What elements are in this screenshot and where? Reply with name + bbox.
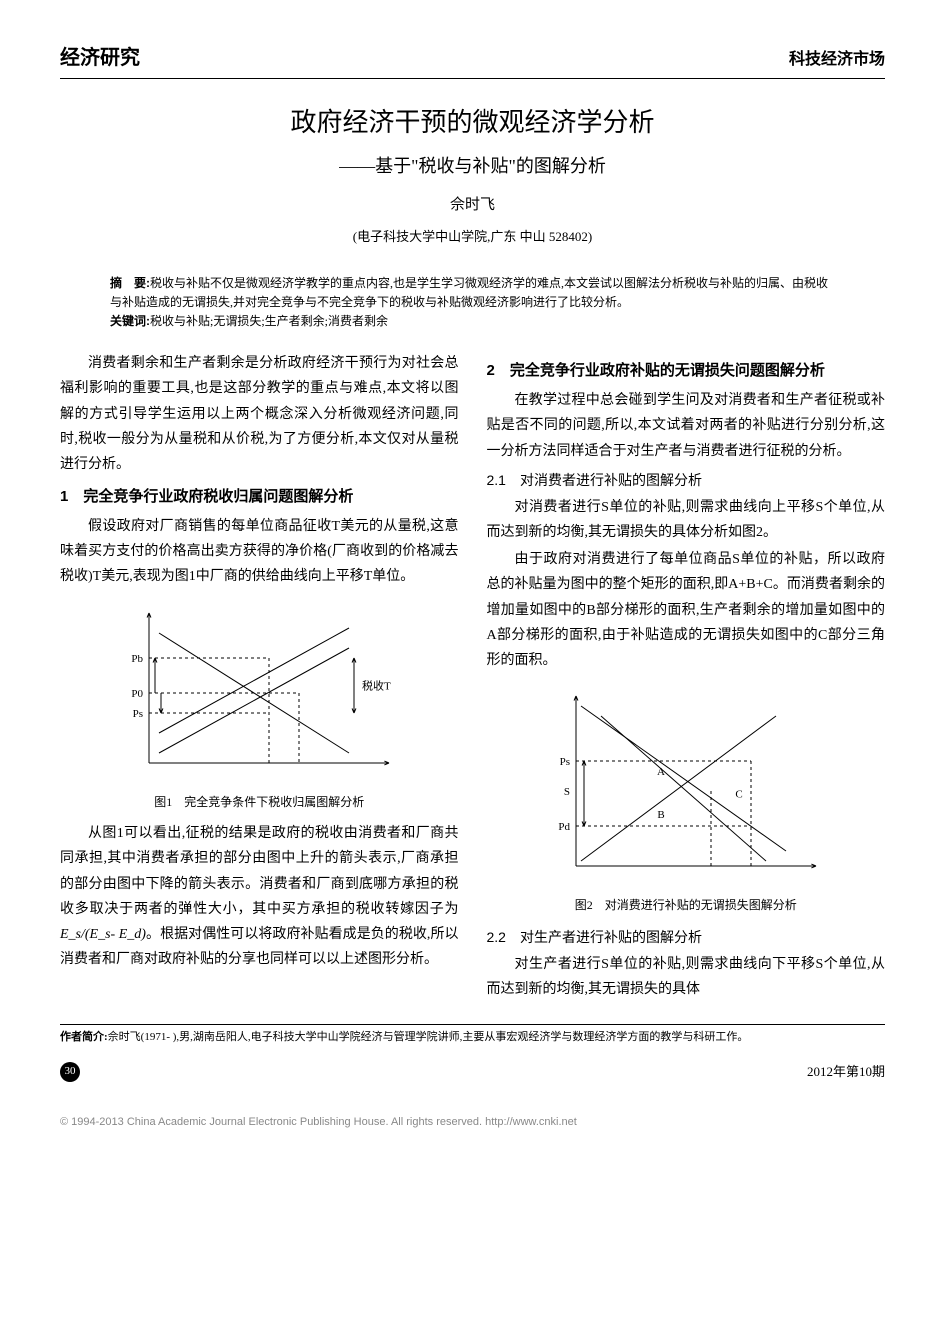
abstract-label: 摘 要: (110, 276, 150, 290)
author-bio-text: 佘时飞(1971- ),男,湖南岳阳人,电子科技大学中山学院经济与管理学院讲师,… (108, 1031, 749, 1043)
svg-text:A: A (657, 766, 665, 778)
header-category: 经济研究 (60, 40, 140, 76)
abstract-row: 摘 要:税收与补贴不仅是微观经济学教学的重点内容,也是学生学习微观经济学的难点,… (110, 274, 835, 312)
svg-text:Pb: Pb (132, 653, 144, 665)
svg-text:B: B (657, 809, 664, 821)
issue-info: 2012年第10期 (807, 1060, 885, 1083)
page-header: 经济研究 科技经济市场 (60, 40, 885, 79)
figure-2-caption: 图2 对消费进行补贴的无谓损失图解分析 (487, 895, 886, 917)
footer-separator: 作者简介:佘时飞(1971- ),男,湖南岳阳人,电子科技大学中山学院经济与管理… (60, 1024, 885, 1046)
right-column: 2 完全竞争行业政府补贴的无谓损失问题图解分析 在教学过程中总会碰到学生问及对消… (487, 351, 886, 1004)
paper-affiliation: (电子科技大学中山学院,广东 中山 528402) (60, 225, 885, 248)
page-footer: 30 2012年第10期 (60, 1060, 885, 1083)
keywords-text: 税收与补贴;无谓损失;生产者剩余;消费者剩余 (150, 314, 388, 328)
author-bio-label: 作者简介: (60, 1031, 108, 1043)
section-2-1-para-1: 对消费者进行S单位的补贴,则需求曲线向上平移S个单位,从而达到新的均衡,其无谓损… (487, 495, 886, 545)
svg-text:S: S (564, 786, 570, 798)
figure-2-svg: A B C Ps S Pd (536, 681, 836, 891)
section-1-para-2a: 从图1可以看出,征税的结果是政府的税收由消费者和厂商共同承担,其中消费者承担的部… (60, 826, 459, 917)
intro-para: 消费者剩余和生产者剩余是分析政府经济干预行为对社会总福利影响的重要工具,也是这部… (60, 351, 459, 477)
section-2-2-heading: 2.2 对生产者进行补贴的图解分析 (487, 925, 886, 950)
figure-1-svg: 税收T Pb P0 Ps (109, 598, 409, 788)
section-1-para-1: 假设政府对厂商销售的每单位商品征收T美元的从量税,这意味着买方支付的价格高出卖方… (60, 514, 459, 590)
svg-text:C: C (735, 789, 742, 801)
figure-1: 税收T Pb P0 Ps 图1 完全竞争条件下税收归属图解分析 (60, 598, 459, 814)
title-block: 政府经济干预的微观经济学分析 ——基于"税收与补贴"的图解分析 佘时飞 (电子科… (60, 99, 885, 249)
abstract-block: 摘 要:税收与补贴不仅是微观经济学教学的重点内容,也是学生学习微观经济学的难点,… (110, 274, 835, 332)
page-number: 30 (60, 1062, 80, 1082)
section-2-2-para-1: 对生产者进行S单位的补贴,则需求曲线向下平移S个单位,从而达到新的均衡,其无谓损… (487, 952, 886, 1002)
svg-text:P0: P0 (132, 688, 144, 700)
figure-2: A B C Ps S Pd 图2 对消费进行补贴的无谓损失图解分析 (487, 681, 886, 917)
svg-text:税收T: 税收T (362, 678, 391, 692)
section-2-heading: 2 完全竞争行业政府补贴的无谓损失问题图解分析 (487, 357, 886, 384)
svg-text:Pd: Pd (558, 821, 570, 833)
paper-subtitle: ——基于"税收与补贴"的图解分析 (60, 150, 885, 182)
abstract-text: 税收与补贴不仅是微观经济学教学的重点内容,也是学生学习微观经济学的难点,本文尝试… (110, 276, 828, 309)
paper-title: 政府经济干预的微观经济学分析 (60, 99, 885, 146)
paper-author: 佘时飞 (60, 192, 885, 219)
author-bio: 作者简介:佘时飞(1971- ),男,湖南岳阳人,电子科技大学中山学院经济与管理… (60, 1029, 885, 1046)
keywords-row: 关键词:税收与补贴;无谓损失;生产者剩余;消费者剩余 (110, 312, 835, 331)
main-columns: 消费者剩余和生产者剩余是分析政府经济干预行为对社会总福利影响的重要工具,也是这部… (60, 351, 885, 1004)
header-journal: 科技经济市场 (789, 46, 885, 75)
keywords-label: 关键词: (110, 314, 150, 328)
figure-1-caption: 图1 完全竞争条件下税收归属图解分析 (60, 792, 459, 814)
copyright-line: © 1994-2013 China Academic Journal Elect… (60, 1113, 885, 1133)
svg-text:Ps: Ps (559, 756, 569, 768)
left-column: 消费者剩余和生产者剩余是分析政府经济干预行为对社会总福利影响的重要工具,也是这部… (60, 351, 459, 1004)
section-1-para-2: 从图1可以看出,征税的结果是政府的税收由消费者和厂商共同承担,其中消费者承担的部… (60, 821, 459, 972)
section-1-heading: 1 完全竞争行业政府税收归属问题图解分析 (60, 483, 459, 510)
section-2-1-para-2: 由于政府对消费进行了每单位商品S单位的补贴，所以政府总的补贴量为图中的整个矩形的… (487, 547, 886, 673)
svg-text:Ps: Ps (133, 708, 143, 720)
section-2-1-heading: 2.1 对消费者进行补贴的图解分析 (487, 468, 886, 493)
formula: E_s/(E_s- E_d) (60, 927, 146, 942)
section-2-para-1: 在教学过程中总会碰到学生问及对消费者和生产者征税或补贴是否不同的问题,所以,本文… (487, 388, 886, 464)
